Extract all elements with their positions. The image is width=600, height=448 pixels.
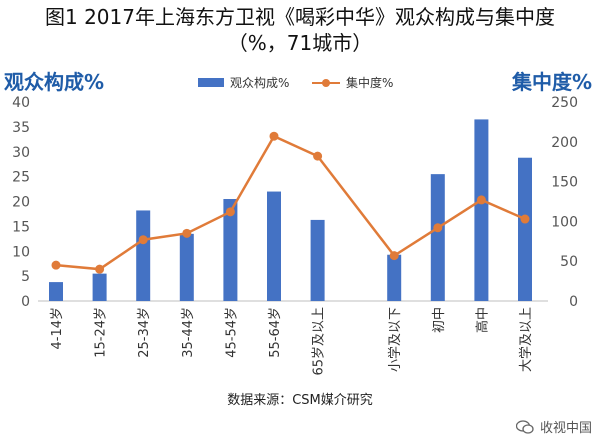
category-label: 45-54岁 [224, 307, 239, 358]
line-point [225, 207, 235, 217]
category-label: 4-14岁 [50, 307, 65, 350]
category-label: 小学及以下 [387, 307, 403, 372]
bar [179, 233, 194, 301]
chart-title-line1: 图1 2017年上海东方卫视《喝彩中华》观众构成与集中度 [45, 5, 555, 29]
line-point [138, 235, 148, 245]
legend-bar-swatch [198, 78, 224, 87]
category-label: 初中 [432, 307, 447, 333]
watermark: 收视中国 [515, 417, 592, 436]
category-label: 35-44岁 [181, 307, 196, 358]
left-tick-label: 0 [21, 294, 30, 310]
legend-bar-label: 观众构成% [230, 76, 290, 90]
category-label: 65岁及以上 [312, 307, 327, 376]
legend-line-label: 集中度% [346, 76, 394, 90]
bar [92, 273, 107, 301]
legend-line-swatch [312, 78, 340, 88]
right-tick-label: 0 [569, 294, 578, 310]
right-tick-label: 200 [551, 135, 578, 151]
left-tick-label: 25 [12, 170, 30, 186]
legend-item-line: 集中度% [312, 74, 393, 91]
line-point [389, 251, 399, 261]
left-tick-label: 35 [12, 120, 30, 136]
line-point [476, 195, 486, 205]
left-tick-label: 5 [21, 269, 30, 285]
chart-title-line2: （%，71城市） [227, 31, 373, 55]
bar [136, 210, 151, 301]
right-tick-label: 250 [551, 95, 578, 111]
left-axis-title: 观众构成% [4, 70, 105, 94]
bar [223, 199, 238, 301]
legend-item-bar: 观众构成% [198, 74, 289, 91]
line-point [520, 214, 530, 224]
line-point [313, 151, 323, 161]
left-tick-label: 20 [12, 195, 30, 211]
bar [387, 254, 402, 301]
chart-title: 图1 2017年上海东方卫视《喝彩中华》观众构成与集中度 （%，71城市） [0, 4, 600, 56]
bar [310, 219, 325, 301]
concentration-line [55, 134, 526, 271]
source-note: 数据来源：CSM媒介研究 [227, 393, 373, 408]
right-axis-title: 集中度% [511, 70, 592, 94]
bar [518, 157, 532, 301]
line-point [269, 131, 279, 141]
bar [267, 191, 281, 301]
right-tick-label: 100 [551, 214, 578, 230]
line-point [51, 260, 61, 270]
left-tick-label: 10 [12, 244, 30, 260]
left-tick-label: 40 [12, 95, 30, 111]
right-tick-label: 150 [551, 175, 578, 191]
left-tick-label: 30 [12, 145, 30, 161]
category-label: 高中 [474, 307, 490, 333]
right-tick-label: 50 [560, 254, 578, 270]
bar [430, 174, 445, 301]
left-tick-label: 15 [12, 219, 30, 235]
line-point [182, 228, 192, 238]
category-label: 25-34岁 [137, 307, 152, 358]
line-point [95, 264, 105, 274]
category-label: 大学及以上 [518, 307, 534, 372]
bar [474, 119, 489, 301]
bar [49, 282, 63, 301]
line-point [433, 223, 443, 233]
watermark-text: 收视中国 [539, 421, 592, 436]
category-label: 15-24岁 [94, 307, 109, 358]
wechat-icon [515, 419, 534, 434]
category-label: 55-64岁 [268, 307, 283, 358]
